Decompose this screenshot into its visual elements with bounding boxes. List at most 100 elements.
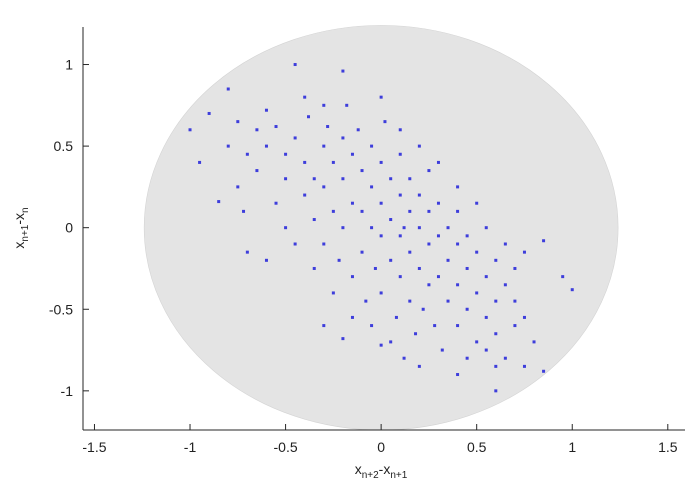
point bbox=[561, 275, 565, 279]
point bbox=[389, 258, 393, 262]
point bbox=[494, 332, 498, 336]
point bbox=[503, 242, 507, 246]
point bbox=[383, 120, 387, 124]
point bbox=[436, 160, 440, 164]
y-tick-label: -1 bbox=[61, 383, 74, 399]
point bbox=[532, 340, 536, 344]
point bbox=[408, 177, 412, 181]
point bbox=[341, 177, 345, 181]
point bbox=[389, 177, 393, 181]
point bbox=[370, 226, 374, 230]
point bbox=[188, 128, 192, 132]
point bbox=[226, 87, 230, 91]
point bbox=[475, 250, 479, 254]
point bbox=[322, 103, 326, 107]
point bbox=[421, 307, 425, 311]
axis-layer: -1.5 -1 -0.5 0 0.5 1 1.5 -1 -0.5 0 0.5 1 bbox=[49, 27, 685, 455]
point bbox=[522, 315, 526, 319]
point bbox=[433, 324, 437, 328]
point bbox=[236, 185, 240, 189]
point bbox=[312, 218, 316, 222]
point bbox=[322, 242, 326, 246]
point bbox=[465, 307, 469, 311]
point bbox=[242, 209, 246, 213]
point bbox=[522, 364, 526, 368]
point bbox=[350, 315, 354, 319]
point bbox=[207, 111, 211, 115]
point bbox=[226, 144, 230, 148]
point bbox=[408, 209, 412, 213]
point bbox=[503, 283, 507, 287]
point bbox=[465, 356, 469, 360]
point bbox=[379, 343, 383, 347]
point bbox=[341, 69, 345, 73]
point bbox=[427, 209, 431, 213]
point bbox=[465, 266, 469, 270]
point bbox=[398, 234, 402, 238]
ylabel-part: n+1 bbox=[20, 224, 31, 241]
point bbox=[465, 234, 469, 238]
point bbox=[370, 144, 374, 148]
point bbox=[475, 291, 479, 295]
point bbox=[274, 125, 278, 129]
point bbox=[408, 250, 412, 254]
point bbox=[513, 324, 517, 328]
point bbox=[322, 185, 326, 189]
point bbox=[484, 315, 488, 319]
x-tick-label: 0 bbox=[377, 439, 385, 455]
y-axis-label: xn+1-xn bbox=[11, 207, 31, 248]
point bbox=[513, 266, 517, 270]
point bbox=[389, 340, 393, 344]
x-axis-label: xn+2-xn+1 bbox=[355, 461, 408, 481]
point bbox=[494, 258, 498, 262]
point bbox=[475, 201, 479, 205]
xlabel-part: n+1 bbox=[390, 470, 407, 481]
point bbox=[417, 226, 421, 230]
point bbox=[427, 242, 431, 246]
point bbox=[303, 95, 307, 99]
point bbox=[398, 152, 402, 156]
point bbox=[475, 340, 479, 344]
point bbox=[417, 193, 421, 197]
point bbox=[456, 324, 460, 328]
point bbox=[274, 201, 278, 205]
point bbox=[436, 234, 440, 238]
point bbox=[350, 275, 354, 279]
point bbox=[379, 234, 383, 238]
point bbox=[542, 239, 546, 243]
point bbox=[389, 218, 393, 222]
point bbox=[456, 242, 460, 246]
point bbox=[408, 299, 412, 303]
point bbox=[398, 275, 402, 279]
point bbox=[494, 364, 498, 368]
point bbox=[293, 136, 297, 140]
point bbox=[245, 152, 249, 156]
point bbox=[322, 324, 326, 328]
ylabel-part: -x bbox=[11, 213, 27, 225]
point bbox=[440, 348, 444, 352]
point bbox=[284, 226, 288, 230]
point bbox=[264, 108, 268, 112]
point bbox=[322, 144, 326, 148]
point bbox=[513, 299, 517, 303]
y-tick-label: -0.5 bbox=[49, 301, 73, 317]
point bbox=[370, 185, 374, 189]
point bbox=[373, 266, 377, 270]
x-tick-label: 1.5 bbox=[658, 439, 678, 455]
point bbox=[456, 209, 460, 213]
y-tick-label: 1 bbox=[65, 57, 73, 73]
point bbox=[331, 209, 335, 213]
point bbox=[379, 291, 383, 295]
point bbox=[331, 291, 335, 295]
point bbox=[398, 193, 402, 197]
point bbox=[542, 369, 546, 373]
point bbox=[436, 275, 440, 279]
point bbox=[356, 128, 360, 132]
point bbox=[456, 283, 460, 287]
point bbox=[345, 103, 349, 107]
point bbox=[446, 258, 450, 262]
point bbox=[350, 201, 354, 205]
point bbox=[503, 356, 507, 360]
point bbox=[341, 136, 345, 140]
point bbox=[414, 332, 418, 336]
